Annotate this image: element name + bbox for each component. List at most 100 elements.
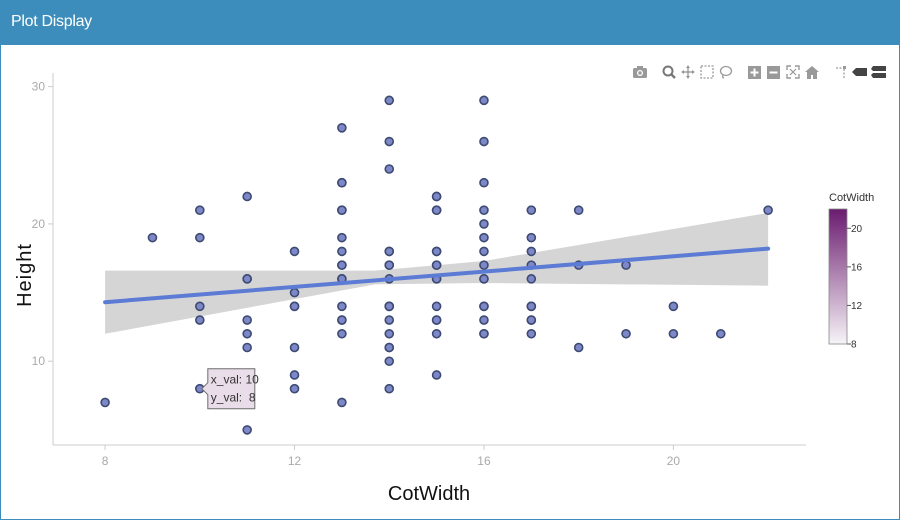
y-tick-label: 30 (32, 80, 46, 94)
data-point[interactable] (289, 383, 300, 394)
lasso-select-icon[interactable] (717, 64, 734, 81)
box-select-icon[interactable] (698, 64, 715, 81)
data-point[interactable] (479, 274, 489, 284)
data-point[interactable] (289, 246, 300, 257)
data-point[interactable] (431, 191, 442, 202)
zoom-out-icon[interactable] (765, 64, 782, 81)
data-point[interactable] (479, 219, 489, 229)
data-point[interactable] (573, 205, 584, 215)
data-point[interactable] (289, 301, 300, 312)
data-point[interactable] (384, 260, 395, 270)
data-point[interactable] (337, 246, 347, 257)
data-point[interactable] (479, 95, 489, 106)
data-point[interactable] (431, 315, 442, 325)
zoom-in-icon[interactable] (746, 64, 763, 81)
data-point[interactable] (242, 315, 252, 325)
data-point[interactable] (242, 191, 252, 202)
data-point[interactable] (195, 315, 205, 325)
data-point[interactable] (526, 246, 537, 257)
data-point[interactable] (479, 260, 489, 270)
reset-axes-icon[interactable] (803, 64, 820, 81)
legend-tick-label: 16 (851, 262, 863, 273)
data-point[interactable] (479, 328, 489, 339)
data-point[interactable] (195, 232, 205, 243)
data-point[interactable] (526, 315, 537, 325)
spike-lines-icon[interactable] (832, 64, 849, 81)
data-point[interactable] (384, 356, 395, 367)
data-point[interactable] (195, 205, 205, 215)
panel-header: Plot Display (1, 1, 899, 45)
data-point[interactable] (573, 342, 584, 353)
data-point[interactable] (337, 260, 347, 270)
tooltip-y-value: y_val: 8 (211, 391, 256, 405)
x-tick-label: 12 (288, 454, 302, 468)
data-point[interactable] (384, 383, 395, 394)
autoscale-icon[interactable] (784, 64, 801, 81)
tooltip-x-value: x_val: 10 (211, 373, 259, 387)
confidence-band (105, 212, 769, 334)
data-point[interactable] (337, 328, 347, 339)
data-point[interactable] (242, 274, 252, 284)
x-tick-label: 20 (667, 454, 681, 468)
data-point[interactable] (431, 370, 442, 380)
data-point[interactable] (479, 136, 489, 147)
data-point[interactable] (526, 274, 537, 284)
hover-closest-icon[interactable] (851, 64, 868, 81)
data-point[interactable] (384, 136, 395, 147)
x-tick-label: 8 (102, 454, 109, 468)
data-point[interactable] (384, 301, 395, 312)
data-point[interactable] (337, 177, 347, 188)
data-point[interactable] (479, 301, 489, 312)
legend-title: CotWidth (829, 192, 874, 204)
data-point[interactable] (479, 246, 489, 257)
scatter-plot[interactable]: 8 12 16 20 10 20 30 x_val: 10 y_val: 8 CotWidth… (1, 45, 899, 519)
data-point[interactable] (289, 342, 300, 353)
data-point[interactable] (195, 301, 205, 312)
data-point[interactable] (242, 425, 252, 435)
data-point[interactable] (621, 328, 631, 339)
plot-modebar (631, 63, 887, 81)
data-point[interactable] (526, 205, 537, 215)
data-point[interactable] (526, 328, 537, 339)
data-point[interactable] (384, 95, 395, 106)
data-point[interactable] (384, 164, 395, 174)
data-point[interactable] (668, 328, 679, 339)
data-point[interactable] (763, 205, 773, 215)
hover-compare-icon[interactable] (870, 64, 887, 81)
data-point[interactable] (526, 232, 537, 243)
camera-icon[interactable] (631, 64, 648, 81)
data-point[interactable] (526, 301, 537, 312)
y-tick-label: 10 (32, 354, 46, 368)
data-point[interactable] (242, 328, 252, 339)
data-point[interactable] (337, 205, 347, 215)
data-point[interactable] (337, 123, 347, 133)
zoom-icon[interactable] (660, 64, 677, 81)
data-point[interactable] (479, 205, 489, 215)
data-point[interactable] (668, 301, 679, 312)
data-point[interactable] (384, 342, 395, 353)
x-tick-label: 16 (477, 454, 491, 468)
data-point[interactable] (431, 301, 442, 312)
data-point[interactable] (337, 315, 347, 325)
data-point[interactable] (479, 177, 489, 188)
data-point[interactable] (431, 328, 442, 339)
data-point[interactable] (242, 342, 252, 353)
data-point[interactable] (384, 246, 395, 257)
data-point[interactable] (384, 328, 395, 339)
data-point[interactable] (715, 328, 726, 339)
data-point[interactable] (147, 232, 158, 243)
data-point[interactable] (289, 287, 300, 298)
data-point[interactable] (431, 246, 442, 257)
pan-icon[interactable] (679, 64, 696, 81)
data-point[interactable] (384, 315, 395, 325)
data-point[interactable] (100, 397, 110, 408)
data-point[interactable] (431, 205, 442, 215)
y-axis-title: Height (14, 243, 36, 307)
data-point[interactable] (289, 370, 300, 380)
data-point[interactable] (337, 232, 347, 243)
data-point[interactable] (337, 397, 347, 408)
data-point[interactable] (479, 232, 489, 243)
data-point[interactable] (431, 260, 442, 270)
data-point[interactable] (337, 301, 347, 312)
data-point[interactable] (479, 315, 489, 325)
